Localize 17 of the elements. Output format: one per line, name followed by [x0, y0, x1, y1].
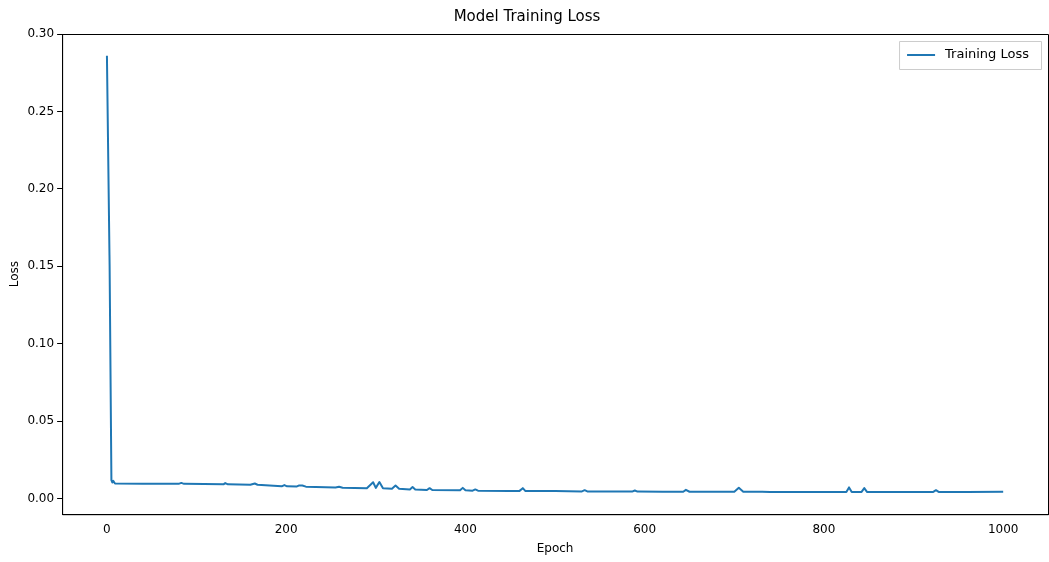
y-tick-label: 0.10 — [27, 335, 55, 350]
x-tick-label: 600 — [633, 521, 657, 536]
x-tick-label: 200 — [274, 521, 298, 536]
y-tick-label: 0.30 — [27, 26, 55, 41]
x-tick-label: 400 — [453, 521, 477, 536]
y-tick-label: 0.05 — [27, 413, 55, 428]
y-axis-title: Loss — [7, 260, 22, 288]
x-tick-label: 0 — [103, 521, 111, 536]
x-tick-label: 800 — [812, 521, 836, 536]
x-tick-label: 1000 — [987, 521, 1019, 536]
chart-title: Model Training Loss — [453, 6, 601, 25]
y-tick-label: 0.15 — [27, 258, 55, 273]
legend-label: Training Loss — [944, 46, 1030, 62]
y-tick-label: 0.00 — [27, 490, 55, 505]
y-tick-label: 0.20 — [27, 181, 55, 196]
x-axis-title: Epoch — [536, 540, 574, 555]
y-tick-label: 0.25 — [27, 103, 55, 118]
